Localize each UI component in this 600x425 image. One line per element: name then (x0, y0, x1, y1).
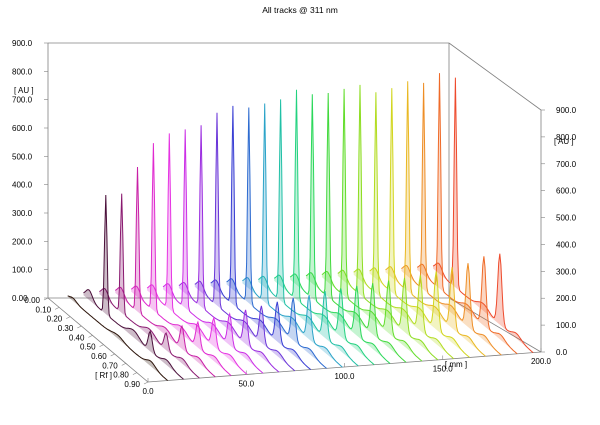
track-area-13 (258, 99, 359, 366)
rf-axis-tick-label: 0.00 (24, 296, 40, 305)
mm-axis: 0.0 50.0 100.0 150.0 200.0 (142, 348, 552, 396)
left-axis-unit: [ AU ] (14, 86, 34, 95)
track-line-23 (416, 73, 518, 355)
left-axis-tick-label: 500.0 (12, 152, 33, 161)
rf-axis-tick (132, 372, 138, 375)
track-line-22 (401, 82, 502, 356)
track-area-20 (369, 88, 470, 358)
track-line-2 (83, 194, 184, 380)
track-area-10 (210, 105, 311, 370)
track-line-14 (273, 89, 375, 366)
right-axis-tick-label: 400.0 (556, 240, 577, 249)
rf-axis: 0.000.100.200.300.400.500.600.700.800.90 (24, 296, 149, 389)
rf-axis-tick-label: 0.30 (58, 324, 74, 333)
track-line-7 (162, 129, 264, 374)
left-axis-tick-label: 200.0 (12, 237, 33, 246)
rf-axis-tick (143, 381, 149, 385)
right-axis-tick-label: 300.0 (556, 267, 577, 276)
mm-axis-tick-label: 200.0 (531, 357, 552, 366)
track-area-1 (67, 295, 168, 381)
tracks (67, 73, 534, 381)
track-area-15 (290, 94, 391, 364)
rf-axis-tick-label: 0.10 (36, 305, 52, 314)
rf-axis-tick (121, 363, 126, 366)
track-area-11 (226, 107, 327, 369)
left-axis-tick-label: 600.0 (12, 124, 33, 133)
left-axis: 0.00 100.0 200.0 300.0 400.0 500.0 600.0 700.0 8… (12, 39, 48, 303)
track-line-15 (289, 94, 391, 364)
rf-axis-tick (99, 344, 104, 347)
rf-axis-tick-label: 0.40 (69, 333, 85, 342)
left-axis-tick-label: 800.0 (12, 67, 33, 76)
left-axis-tick-label: 300.0 (12, 209, 33, 218)
track-line-3 (99, 193, 200, 379)
right-axis-tick-label: 100.0 (556, 321, 577, 330)
left-axis-tick-label: 700.0 (12, 96, 33, 105)
rf-axis-tick-label: 0.70 (102, 361, 118, 370)
left-axis-tick-label: 400.0 (12, 181, 33, 190)
track-area-24 (433, 77, 534, 353)
rf-axis-tick-label: 0.80 (113, 371, 129, 380)
right-axis-tick-label: 600.0 (556, 187, 577, 196)
track-line-9 (194, 112, 296, 372)
mm-axis-tick-label: 0.0 (142, 387, 154, 396)
right-axis-tick-label: 700.0 (556, 160, 577, 169)
left-axis-tick-label: 900.0 (12, 39, 33, 48)
right-axis-tick-label: 200.0 (556, 294, 577, 303)
track-line-24 (432, 77, 534, 353)
rf-axis-tick (54, 307, 60, 310)
left-axis-tick-label: 100.0 (12, 266, 33, 275)
track-area-6 (147, 133, 248, 375)
track-line-18 (337, 84, 439, 361)
track-line-8 (178, 125, 280, 373)
track-line-4 (115, 166, 216, 378)
track-line-11 (226, 107, 327, 369)
rf-axis-tick-label: 0.20 (47, 315, 63, 324)
rf-axis-unit: [ Rf ] (95, 371, 112, 380)
track-line-16 (305, 92, 407, 363)
track-area-19 (353, 92, 454, 359)
mm-axis-tick-label: 100.0 (334, 372, 355, 381)
track-line-17 (321, 88, 423, 362)
track-area-16 (306, 93, 406, 363)
track-area-9 (194, 112, 295, 371)
rf-axis-tick (110, 353, 115, 357)
track-line-20 (369, 88, 470, 358)
mm-axis-tick-label: 50.0 (238, 380, 254, 389)
rf-axis-tick-label: 0.50 (80, 343, 96, 352)
rf-axis-tick (43, 297, 49, 301)
mm-axis-unit: [ mm ] (445, 360, 467, 369)
right-axis: 0.0 100.0 200.0 300.0 400.0 500.0 600.0 700.0 80… (541, 106, 577, 357)
right-axis-tick-label: 0.0 (556, 348, 568, 357)
track-line-1 (67, 295, 168, 381)
track-line-12 (242, 103, 343, 368)
rf-axis-tick (77, 325, 82, 329)
track-area-17 (321, 88, 422, 362)
track-line-19 (353, 92, 455, 360)
track-line-5 (130, 143, 232, 376)
track-area-23 (417, 73, 518, 354)
right-axis-tick-label: 800.0 (556, 133, 577, 142)
track-line-10 (210, 105, 312, 370)
left-axis-tick-label: 0.00 (12, 294, 28, 303)
track-line-21 (385, 81, 486, 357)
right-axis-tick-label: 900.0 (556, 106, 577, 115)
rf-axis-tick-label: 0.90 (124, 380, 140, 389)
track-area-12 (242, 103, 343, 368)
mm-axis-tick-label: 150.0 (433, 365, 454, 374)
right-axis-unit: [ AU ] (554, 137, 574, 146)
chart-title: All tracks @ 311 nm (262, 5, 338, 15)
rf-axis-tick-label: 0.60 (91, 352, 107, 361)
track-area-18 (337, 84, 438, 360)
rf-axis-tick (66, 316, 71, 319)
track-line-13 (258, 99, 359, 367)
track-area-14 (274, 89, 375, 365)
rf-axis-tick (88, 335, 93, 338)
right-axis-tick-label: 500.0 (556, 214, 577, 223)
